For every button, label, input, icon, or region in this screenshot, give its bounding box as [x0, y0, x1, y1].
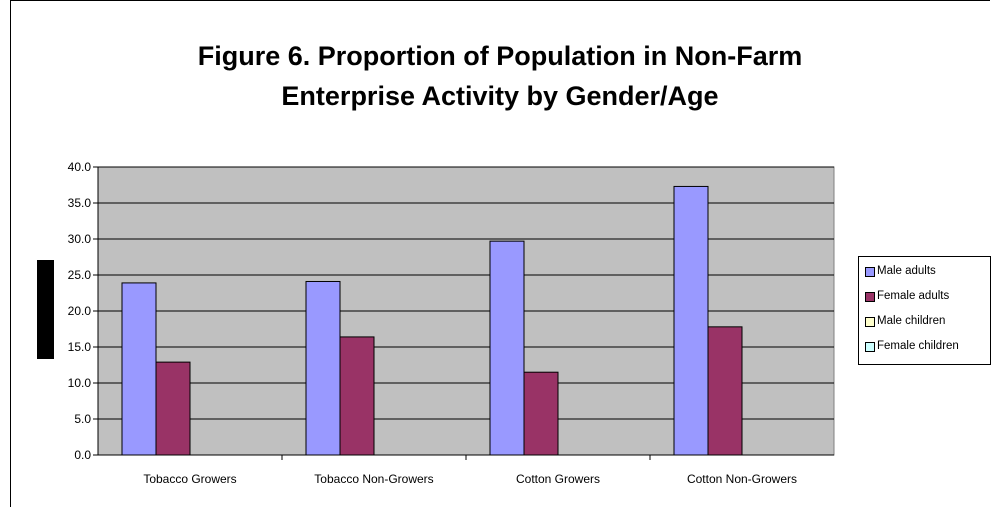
legend-label-female-adults: Female adults	[877, 290, 950, 302]
legend-label-female-children: Female children	[877, 340, 959, 352]
y-tick-label: 20.0	[68, 304, 92, 318]
chart-title-line-1: Figure 6. Proportion of Population in No…	[197, 41, 803, 71]
y-tick-label: 5.0	[74, 412, 91, 426]
x-tick-label: Tobacco Growers	[143, 472, 236, 486]
y-tick-label: 0.0	[74, 448, 91, 462]
bar	[155, 361, 191, 456]
bar	[121, 282, 157, 456]
legend-swatch-female-adults	[865, 292, 875, 302]
bar	[305, 280, 341, 456]
chart-title-line-2: Enterprise Activity by Gender/Age	[281, 81, 719, 111]
legend-label-male-adults: Male adults	[877, 265, 936, 277]
chart-title: Figure 6. Proportion of Population in No…	[0, 36, 991, 116]
y-tick-label: 30.0	[68, 232, 92, 246]
x-tick-label: Tobacco Non-Growers	[314, 472, 433, 486]
y-tick-label: 35.0	[68, 196, 92, 210]
y-tick-label: 10.0	[68, 376, 92, 390]
legend: Male adults Female adults Male children …	[858, 256, 991, 365]
y-tick-label: 25.0	[68, 268, 92, 282]
bar	[707, 326, 743, 456]
y-tick-label: 40.0	[68, 160, 92, 174]
x-tick-label: Cotton Growers	[516, 472, 600, 486]
legend-swatch-male-children	[865, 317, 875, 327]
chart-frame	[10, 0, 990, 507]
bar	[523, 371, 559, 456]
y-tick-label: 15.0	[68, 340, 92, 354]
bar	[489, 240, 525, 456]
bar	[673, 185, 709, 456]
legend-label-male-children: Male children	[877, 315, 946, 327]
legend-swatch-female-children	[865, 342, 875, 352]
legend-swatch-male-adults	[865, 267, 875, 277]
redacted-y-axis-label	[37, 260, 54, 359]
x-tick-label: Cotton Non-Growers	[687, 472, 797, 486]
bar	[339, 336, 375, 456]
